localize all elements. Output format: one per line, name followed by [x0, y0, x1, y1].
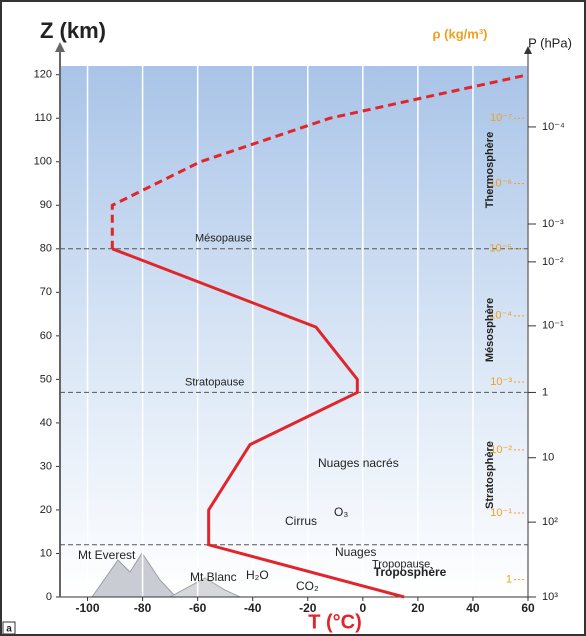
y-tick-label: 70	[40, 286, 52, 298]
density-tick-label: 10⁻⁶	[489, 177, 512, 189]
pressure-tick-label: 10⁻²	[542, 256, 564, 268]
y-tick-label: 30	[40, 460, 52, 472]
x-tick-label: -40	[244, 601, 262, 615]
annotation: H₂O	[246, 568, 269, 582]
pressure-tick-label: 10⁻³	[542, 218, 564, 230]
pressure-tick-label: 10⁻⁴	[542, 121, 565, 133]
axis-arrow	[55, 42, 65, 52]
density-tick-label: 10⁻⁵	[489, 243, 512, 255]
y-tick-label: 20	[40, 504, 52, 516]
annotation: Nuages	[335, 545, 376, 559]
density-tick-label: 10⁻⁴	[489, 310, 512, 322]
axis-arrow	[524, 46, 532, 54]
density-tick-label: 10⁻¹	[490, 507, 512, 519]
layer-label: Stratosphère	[484, 441, 496, 509]
density-tick-label: 1	[506, 573, 512, 585]
x-tick-label: -80	[134, 601, 152, 615]
y-tick-label: 10	[40, 547, 52, 559]
pressure-axis-title: P (hPa)	[528, 35, 572, 50]
panel-label: a	[6, 624, 12, 635]
layer-label: Troposphère	[374, 565, 447, 579]
x-tick-label: -100	[76, 601, 100, 615]
panel-box	[2, 621, 16, 635]
density-tick-label: 10⁻²	[490, 444, 512, 456]
density-tick-label: 10⁻³	[490, 376, 512, 388]
layer-label: Thermosphère	[484, 132, 496, 208]
y-axis-title: Z (km)	[40, 18, 106, 43]
x-tick-label: 0	[359, 601, 366, 615]
annotation: CO₂	[296, 579, 319, 593]
x-tick-label: 60	[521, 601, 535, 615]
x-tick-label: -60	[189, 601, 207, 615]
y-tick-label: 120	[34, 69, 52, 81]
pressure-tick-label: 10²	[542, 516, 558, 528]
x-tick-label: 40	[466, 601, 480, 615]
layer-label: Mésosphère	[484, 298, 496, 362]
pressure-tick-label: 10³	[542, 591, 558, 603]
profile-line	[110, 73, 529, 249]
y-tick-label: 100	[34, 156, 52, 168]
y-tick-label: 0	[46, 591, 52, 603]
profile-line	[111, 247, 405, 599]
annotation: Mt Blanc	[190, 570, 237, 584]
y-tick-label: 110	[34, 112, 52, 124]
annotation: O₃	[334, 505, 348, 519]
density-axis-title: ρ (kg/m³)	[433, 26, 488, 41]
y-tick-label: 40	[40, 417, 52, 429]
boundary-label: Mésopause	[195, 233, 252, 245]
density-tick-label: 10⁻⁷	[490, 112, 512, 124]
boundary-label: Tropopause	[372, 559, 430, 571]
plot-area	[60, 66, 528, 597]
y-tick-label: 50	[40, 373, 52, 385]
y-tick-label: 90	[40, 199, 52, 211]
annotation: Cirrus	[285, 514, 317, 528]
pressure-tick-label: 10⁻¹	[542, 320, 564, 332]
pressure-tick-label: 10	[542, 452, 554, 464]
x-tick-label: -20	[299, 601, 317, 615]
pressure-tick-label: 1	[542, 386, 548, 398]
annotation: Mt Everest	[78, 548, 136, 562]
x-tick-label: 20	[411, 601, 425, 615]
annotation: Nuages nacrés	[318, 456, 399, 470]
x-axis-title: T (°C)	[308, 611, 362, 633]
y-tick-label: 60	[40, 330, 52, 342]
y-tick-label: 80	[40, 243, 52, 255]
boundary-label: Stratopause	[185, 376, 244, 388]
